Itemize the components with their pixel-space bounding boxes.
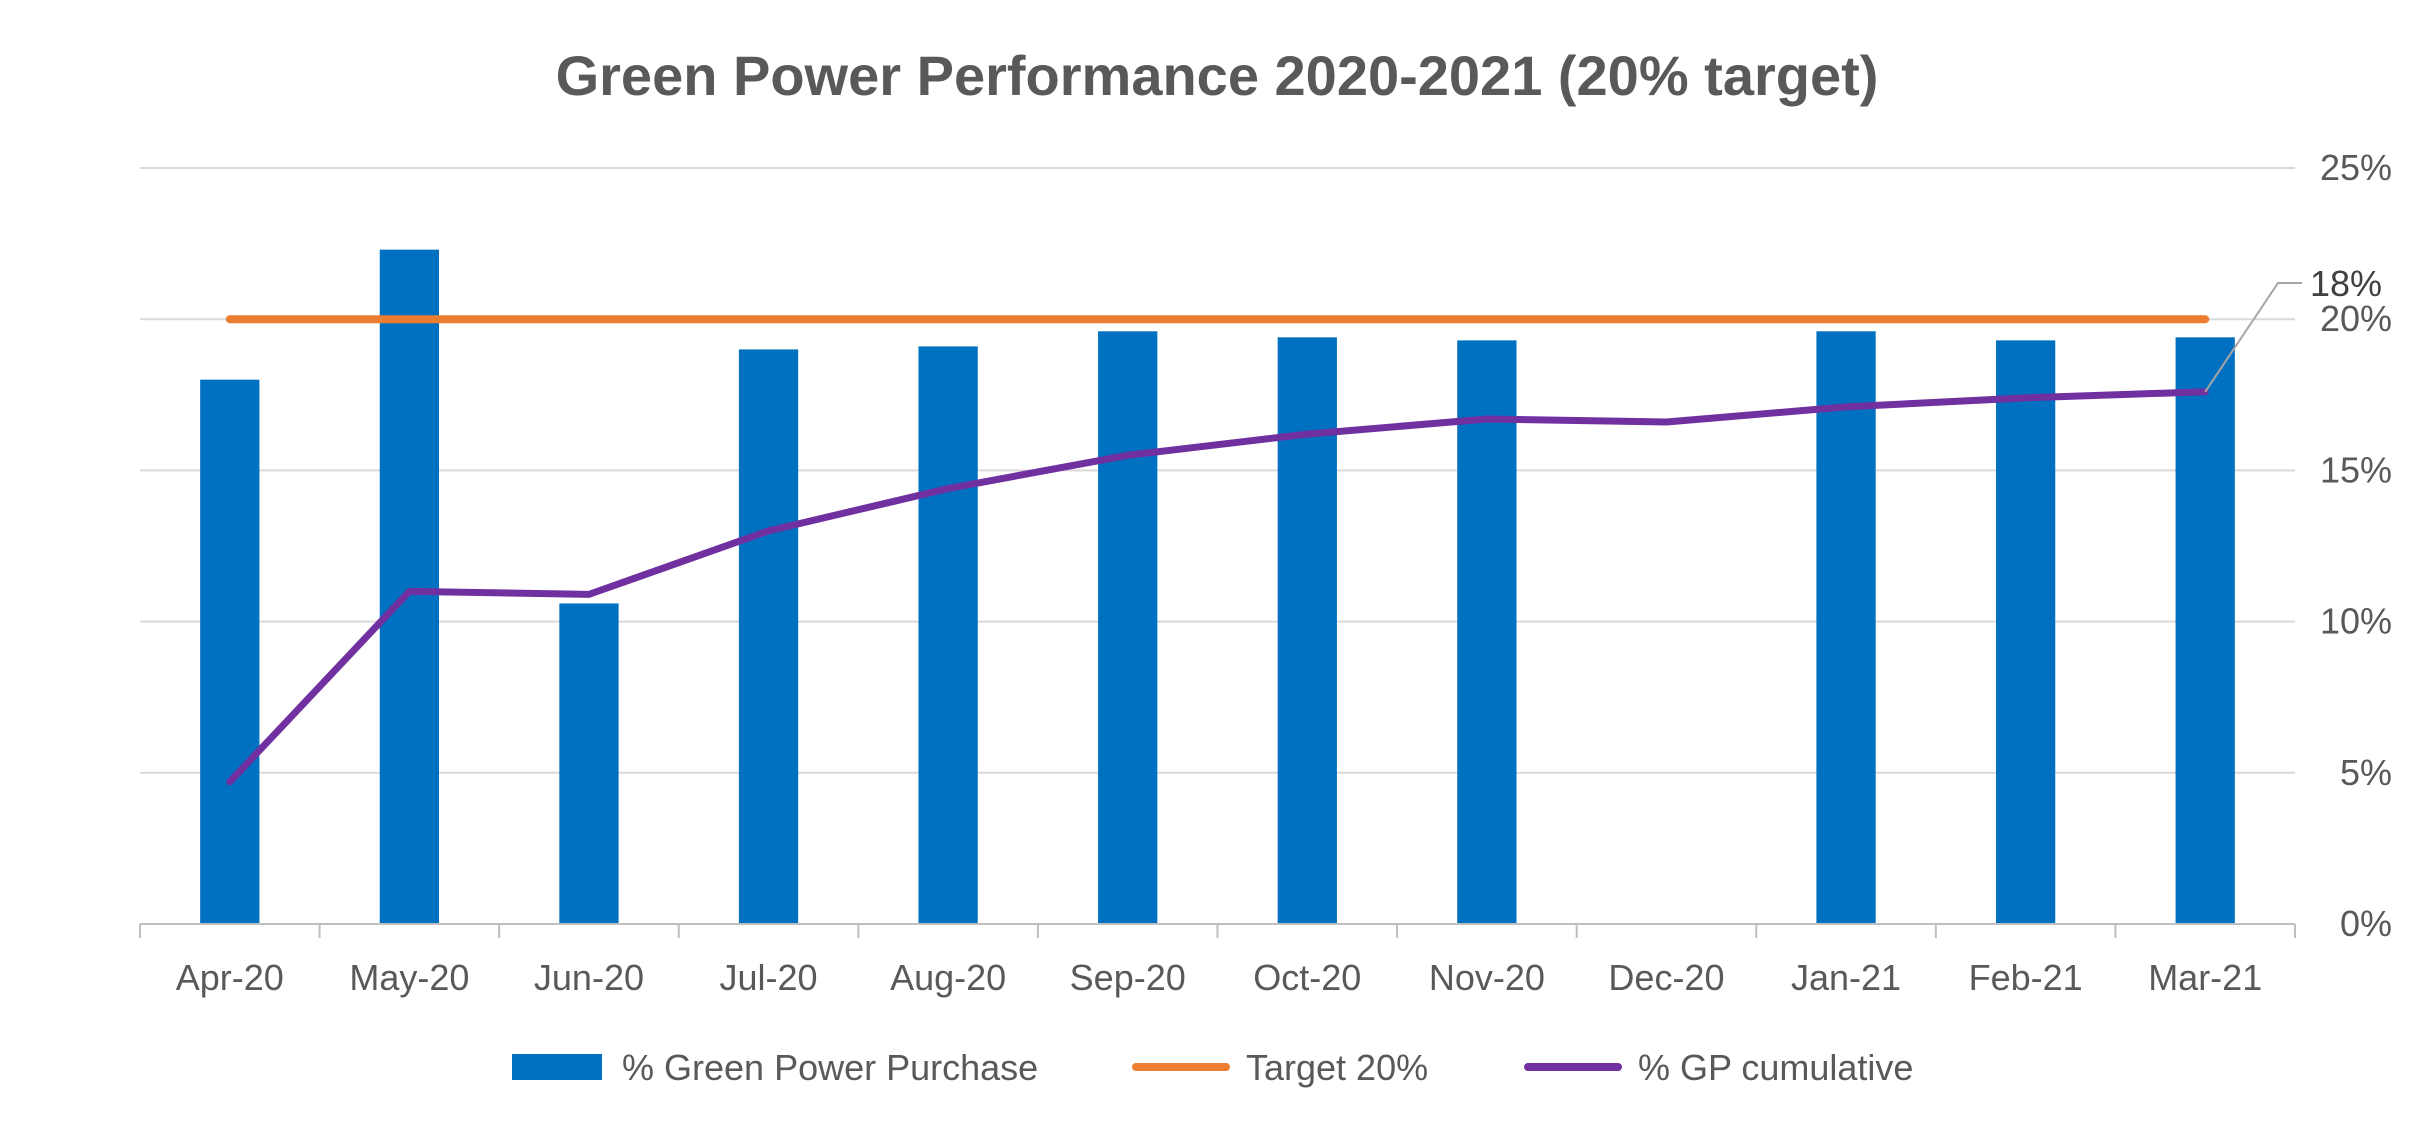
x-tick-label: Jan-21 [1791,957,1901,998]
bar [1995,340,2056,924]
legend-swatch [512,1054,602,1080]
chart-title: Green Power Performance 2020-2021 (20% t… [556,44,1879,107]
series-line [226,388,2209,786]
line-series [225,315,2210,786]
y-tick-label: 5% [2340,752,2392,793]
x-tick-label: Feb-21 [1969,957,2083,998]
x-tick-label: Aug-20 [890,957,1006,998]
bar [1816,331,1876,924]
bar [200,379,260,924]
bar [2175,337,2235,924]
bar [1098,331,1158,924]
x-tick-label: Apr-20 [176,957,284,998]
x-tick-label: Oct-20 [1253,957,1361,998]
x-tick-label: Sep-20 [1070,957,1186,998]
x-tick-label: Jul-20 [720,957,818,998]
y-tick-label: 20% [2320,298,2392,339]
gridlines [140,167,2295,774]
y-tick-label: 0% [2340,903,2392,944]
x-tick-label: Mar-21 [2148,957,2262,998]
x-tick-label: Jun-20 [534,957,644,998]
annotations: 18% [2204,263,2382,393]
x-tick-label: Nov-20 [1429,957,1545,998]
bar-series [200,249,2235,924]
legend-label: % Green Power Purchase [622,1047,1038,1088]
bar [1457,340,1517,924]
legend: % Green Power Purchase Target 20% % GP cum… [512,1047,1913,1088]
y-tick-label: 25% [2320,147,2392,188]
legend-label: % GP cumulative [1638,1047,1913,1088]
bar [559,603,619,924]
bar [918,346,978,924]
y-tick-label: 15% [2320,449,2392,490]
axes: 0% 5% 10% 15% 20% 25% Apr-20 May-20 Jun-20 Jul-20… [139,147,2392,998]
legend-label: Target 20% [1246,1047,1428,1088]
x-tick-label: Dec-20 [1608,957,1724,998]
x-tick-label: May-20 [349,957,469,998]
y-tick-label: 10% [2320,601,2392,642]
bar [738,349,799,924]
callout-leader-line [2204,282,2302,393]
bar [379,249,440,924]
data-label: 18% [2310,263,2382,304]
bar [1277,337,1337,924]
